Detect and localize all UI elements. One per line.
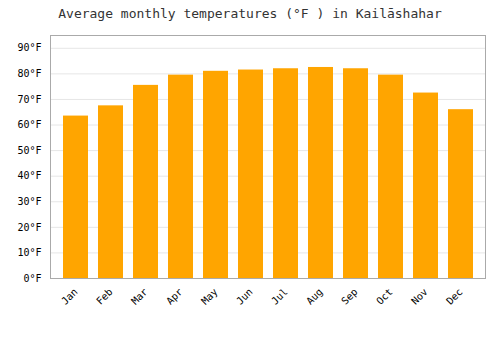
- svg-text:Feb: Feb: [94, 286, 115, 307]
- svg-text:Oct: Oct: [374, 286, 395, 307]
- svg-text:Sep: Sep: [339, 286, 360, 307]
- svg-text:Aug: Aug: [304, 286, 325, 307]
- svg-text:Mar: Mar: [129, 286, 150, 307]
- svg-text:May: May: [199, 286, 220, 307]
- svg-text:50°F: 50°F: [17, 145, 41, 156]
- svg-text:10°F: 10°F: [17, 247, 41, 258]
- svg-text:90°F: 90°F: [17, 42, 41, 53]
- svg-text:Jul: Jul: [269, 286, 290, 307]
- svg-text:80°F: 80°F: [17, 68, 41, 79]
- svg-text:30°F: 30°F: [17, 196, 41, 207]
- svg-text:Jan: Jan: [59, 286, 80, 307]
- svg-text:20°F: 20°F: [17, 222, 41, 233]
- svg-text:Apr: Apr: [164, 286, 185, 307]
- svg-text:0°F: 0°F: [23, 273, 41, 284]
- svg-text:Jun: Jun: [234, 286, 255, 307]
- svg-text:Dec: Dec: [444, 286, 465, 307]
- html-text:Average monthly temperatures (: Average monthly temperatures (°F ) in Ka…: [58, 6, 442, 21]
- svg-text:Nov: Nov: [409, 286, 430, 307]
- svg-text:60°F: 60°F: [17, 119, 41, 130]
- svg-text:70°F: 70°F: [17, 94, 41, 105]
- svg-text:40°F: 40°F: [17, 170, 41, 181]
